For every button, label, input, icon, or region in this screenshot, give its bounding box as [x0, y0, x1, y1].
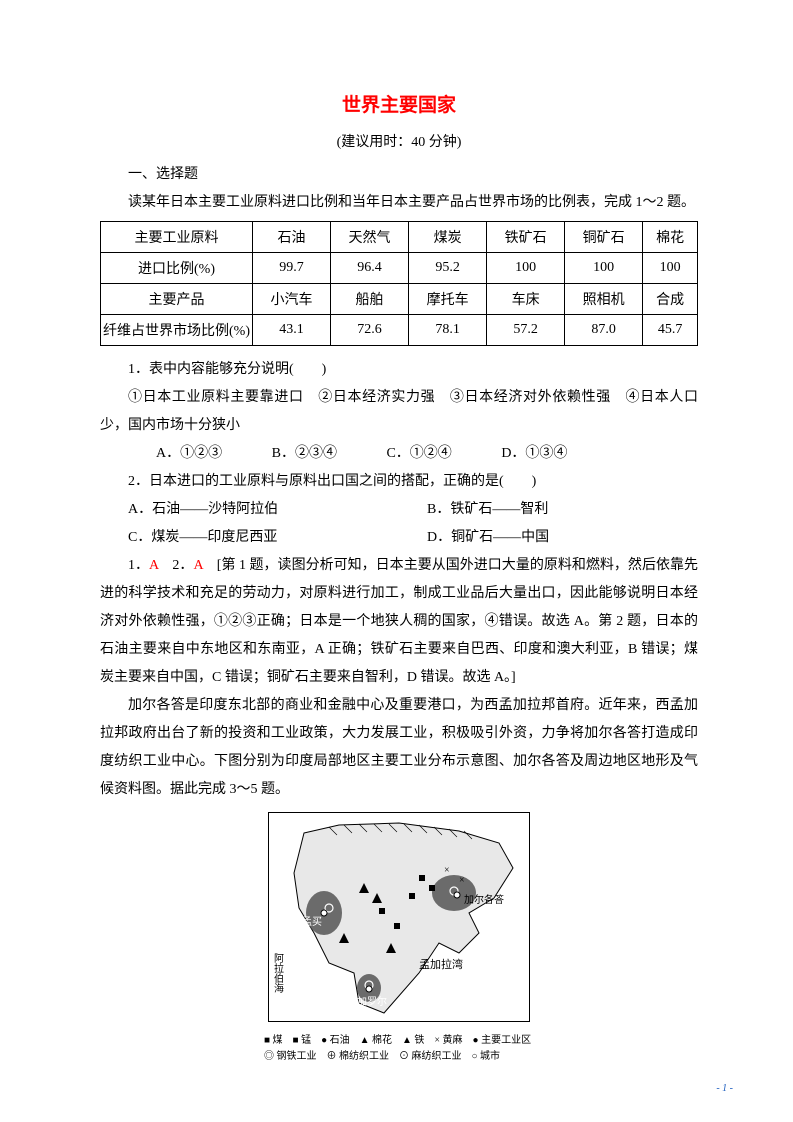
- label-mumbai: 孟买: [302, 916, 322, 928]
- q1-opt-d: D．①③④: [473, 440, 567, 468]
- q2-options: A．石油——沙特阿拉伯 B．铁矿石——智利 C．煤炭——印度尼西亚 D．铜矿石—…: [100, 496, 698, 552]
- q1-opt-a: A．①②③: [128, 440, 222, 468]
- answer-prefix: 1．: [128, 558, 149, 573]
- table-cell: 43.1: [253, 315, 331, 346]
- table-cell: 100: [487, 253, 565, 284]
- table-cell: 45.7: [643, 315, 698, 346]
- table-cell: 99.7: [253, 253, 331, 284]
- table-row: 主要产品 小汽车 船舶 摩托车 车床 照相机 合成: [101, 284, 698, 315]
- q2-opt-b: B．铁矿石——智利: [399, 496, 698, 524]
- india-map-figure: × × 加尔各答 孟买 班加罗尔 孟加拉湾 阿拉伯海: [268, 812, 530, 1022]
- label-kolkata: 加尔各答: [464, 893, 504, 906]
- intro-paragraph-2: 加尔各答是印度东北部的商业和金融中心及重要港口，为西孟加拉邦首府。近年来，西孟加…: [100, 692, 698, 804]
- svg-text:×: ×: [444, 865, 450, 876]
- table-cell: 主要产品: [101, 284, 253, 315]
- q1-opt-c: C．①②④: [358, 440, 451, 468]
- table-row: 进口比例(%) 99.7 96.4 95.2 100 100 100: [101, 253, 698, 284]
- q1-stem: 1．表中内容能够充分说明( ): [100, 356, 698, 384]
- data-table: 主要工业原料 石油 天然气 煤炭 铁矿石 铜矿石 棉花 进口比例(%) 99.7…: [100, 221, 698, 346]
- table-cell: 100: [643, 253, 698, 284]
- table-cell: 照相机: [565, 284, 643, 315]
- q1-options: A．①②③ B．②③④ C．①②④ D．①③④: [100, 440, 698, 468]
- subtitle: (建议用时：40 分钟): [100, 131, 698, 151]
- page-number: - 1 -: [716, 1083, 733, 1094]
- table-cell: 石油: [253, 222, 331, 253]
- table-cell: 95.2: [409, 253, 487, 284]
- q1-propositions: ①日本工业原料主要靠进口 ②日本经济实力强 ③日本经济对外依赖性强 ④日本人口少…: [100, 384, 698, 440]
- q2-opt-d: D．铜矿石——中国: [399, 524, 698, 552]
- table-cell: 铁矿石: [487, 222, 565, 253]
- table-cell: 87.0: [565, 315, 643, 346]
- table-cell: 主要工业原料: [101, 222, 253, 253]
- table-cell: 摩托车: [409, 284, 487, 315]
- answer-body: [第 1 题，读图分析可知，日本主要从国外进口大量的原料和燃料，然后依靠先进的科…: [100, 558, 698, 685]
- table-cell: 78.1: [409, 315, 487, 346]
- answer-2: A: [193, 558, 202, 573]
- intro-paragraph-1: 读某年日本主要工业原料进口比例和当年日本主要产品占世界市场的比例表，完成 1～2…: [100, 189, 698, 217]
- table-cell: 船舶: [331, 284, 409, 315]
- table-cell: 天然气: [331, 222, 409, 253]
- table-cell: 合成: [643, 284, 698, 315]
- table-cell: 纤维占世界市场比例(%): [101, 315, 253, 346]
- table-cell: 棉花: [643, 222, 698, 253]
- svg-text:×: ×: [459, 875, 465, 886]
- table-cell: 车床: [487, 284, 565, 315]
- table-cell: 72.6: [331, 315, 409, 346]
- table-row: 纤维占世界市场比例(%) 43.1 72.6 78.1 57.2 87.0 45…: [101, 315, 698, 346]
- section-heading: 一、选择题: [100, 163, 698, 183]
- q1-opt-b: B．②③④: [244, 440, 337, 468]
- table-cell: 进口比例(%): [101, 253, 253, 284]
- map-svg: × × 加尔各答 孟买 班加罗尔 孟加拉湾 阿拉伯海: [269, 813, 529, 1021]
- figure-legend: ■ 煤 ■ 锰 ● 石油 ▲ 棉花 ▲ 铁 × 黄麻 ● 主要工业区 ◎ 钢铁工…: [264, 1033, 534, 1065]
- figure-container: × × 加尔各答 孟买 班加罗尔 孟加拉湾 阿拉伯海 ■ 煤 ■ 锰 ● 石油 …: [100, 812, 698, 1065]
- table-cell: 煤炭: [409, 222, 487, 253]
- table-cell: 57.2: [487, 315, 565, 346]
- label-arabian: 阿拉伯海: [272, 953, 284, 994]
- answer-mid: 2．: [158, 558, 193, 573]
- label-bengal: 孟加拉湾: [419, 957, 463, 971]
- answer-explanation: 1．A 2．A [第 1 题，读图分析可知，日本主要从国外进口大量的原料和燃料，…: [100, 552, 698, 692]
- table-cell: 96.4: [331, 253, 409, 284]
- q2-stem: 2．日本进口的工业原料与原料出口国之间的搭配，正确的是( ): [100, 468, 698, 496]
- legend-line-1: ■ 煤 ■ 锰 ● 石油 ▲ 棉花 ▲ 铁 × 黄麻 ● 主要工业区: [264, 1033, 534, 1049]
- table-cell: 100: [565, 253, 643, 284]
- page-title: 世界主要国家: [100, 90, 698, 117]
- legend-line-2: ◎ 钢铁工业 ⊕ 棉纺织工业 ⊙ 麻纺织工业 ○ 城市: [264, 1049, 534, 1065]
- q2-opt-a: A．石油——沙特阿拉伯: [100, 496, 399, 524]
- label-bangalore: 班加罗尔: [347, 995, 387, 1008]
- table-cell: 铜矿石: [565, 222, 643, 253]
- q2-opt-c: C．煤炭——印度尼西亚: [100, 524, 399, 552]
- table-row: 主要工业原料 石油 天然气 煤炭 铁矿石 铜矿石 棉花: [101, 222, 698, 253]
- table-cell: 小汽车: [253, 284, 331, 315]
- answer-1: A: [149, 558, 158, 573]
